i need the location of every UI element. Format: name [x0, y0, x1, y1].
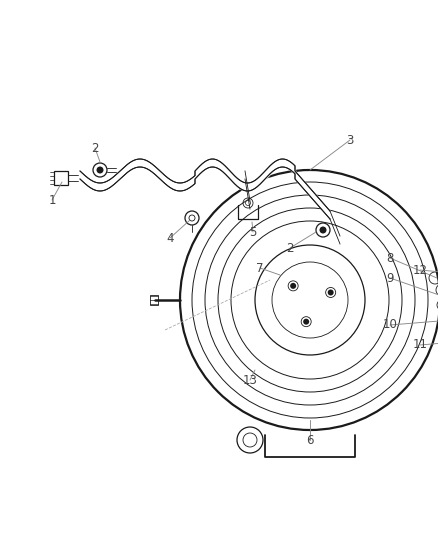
Text: 12: 12: [413, 263, 427, 277]
Circle shape: [96, 166, 103, 174]
Text: 13: 13: [243, 374, 258, 386]
Text: 5: 5: [249, 225, 257, 238]
Text: 2: 2: [91, 141, 99, 155]
Circle shape: [328, 289, 334, 295]
Bar: [54, 171, 68, 185]
Circle shape: [303, 319, 309, 325]
Circle shape: [319, 227, 326, 233]
Circle shape: [246, 200, 251, 206]
Text: 1: 1: [48, 193, 56, 206]
Text: 3: 3: [346, 133, 354, 147]
Text: 11: 11: [413, 338, 427, 351]
Text: 4: 4: [166, 231, 174, 245]
Circle shape: [288, 281, 298, 291]
Text: 7: 7: [256, 262, 264, 274]
Text: 2: 2: [286, 241, 294, 254]
Text: 8: 8: [386, 252, 394, 264]
Circle shape: [189, 215, 195, 221]
Circle shape: [326, 287, 336, 297]
Circle shape: [301, 317, 311, 327]
Text: 6: 6: [306, 433, 314, 447]
Text: 10: 10: [382, 319, 397, 332]
Bar: [150, 295, 158, 305]
Text: 9: 9: [386, 271, 394, 285]
Circle shape: [290, 283, 296, 289]
